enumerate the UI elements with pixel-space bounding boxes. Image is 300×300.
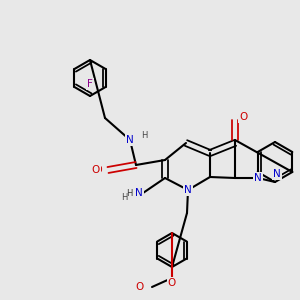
Text: F: F: [87, 79, 93, 89]
Text: N: N: [135, 188, 143, 198]
Text: H: H: [141, 130, 147, 140]
Text: N: N: [254, 173, 262, 183]
Text: O: O: [92, 165, 100, 175]
Text: O: O: [239, 112, 247, 122]
Text: H: H: [141, 130, 147, 140]
Text: N: N: [184, 185, 192, 195]
Text: N: N: [126, 135, 134, 145]
Text: N: N: [273, 169, 281, 179]
Text: H: H: [126, 188, 132, 197]
Text: O: O: [136, 282, 144, 292]
Text: F: F: [87, 79, 93, 89]
Text: N: N: [126, 135, 134, 145]
Text: O: O: [168, 278, 176, 288]
Text: O: O: [94, 165, 102, 175]
Text: H: H: [121, 194, 127, 202]
